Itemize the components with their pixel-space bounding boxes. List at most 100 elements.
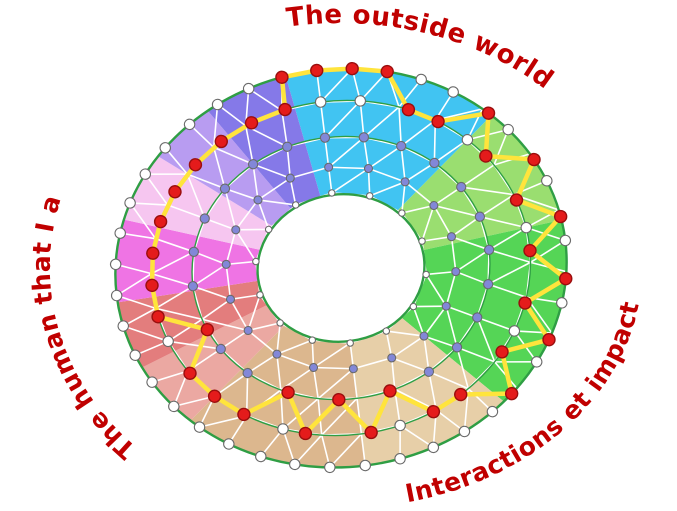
selected-node <box>431 114 445 129</box>
node <box>483 244 495 255</box>
selected-node <box>509 193 524 207</box>
selected-node <box>153 214 168 229</box>
selected-node <box>345 61 359 76</box>
wheel <box>109 61 573 474</box>
selected-node <box>278 102 292 117</box>
node <box>508 325 521 337</box>
node <box>419 331 429 341</box>
selected-node <box>426 405 441 419</box>
node <box>394 452 406 465</box>
selected-node <box>383 384 397 398</box>
node <box>358 132 369 143</box>
selected-node <box>275 70 289 84</box>
node <box>441 301 451 311</box>
node <box>117 320 130 332</box>
selected-node <box>200 322 215 337</box>
node <box>168 400 180 413</box>
node <box>324 461 336 474</box>
node <box>223 438 235 450</box>
node <box>451 267 461 277</box>
selected-node <box>504 386 519 401</box>
selected-node <box>183 366 197 380</box>
node <box>139 168 152 180</box>
node <box>483 279 494 290</box>
nodes <box>109 73 572 474</box>
selected-node <box>479 149 493 163</box>
node <box>256 291 264 299</box>
selected-node <box>401 103 416 117</box>
node <box>277 423 289 435</box>
selected-node <box>146 246 160 260</box>
selected-node <box>281 385 295 400</box>
node <box>396 140 407 152</box>
node <box>461 133 474 146</box>
selected-node <box>244 116 259 130</box>
selected-node <box>527 152 541 167</box>
node <box>415 73 427 86</box>
node <box>559 234 572 247</box>
selected-node <box>332 392 346 407</box>
node <box>243 325 253 336</box>
node <box>183 118 196 131</box>
node <box>231 225 241 235</box>
node <box>427 441 440 454</box>
node <box>429 200 439 211</box>
node <box>346 339 354 347</box>
node <box>456 181 467 193</box>
node <box>211 98 224 111</box>
node <box>199 213 210 224</box>
node <box>472 312 483 323</box>
selected-node <box>237 407 251 422</box>
selected-node <box>207 389 222 403</box>
node <box>409 302 418 311</box>
node <box>394 419 406 432</box>
selected-node <box>495 345 509 359</box>
node <box>215 343 226 355</box>
node <box>423 366 435 377</box>
node <box>308 362 319 373</box>
node <box>247 159 259 170</box>
node <box>486 405 499 418</box>
node <box>400 177 410 187</box>
node <box>159 142 171 154</box>
node <box>114 227 126 239</box>
node <box>365 192 374 200</box>
node <box>285 173 295 183</box>
selected-path <box>145 61 573 441</box>
node <box>319 132 331 143</box>
selected-node <box>145 278 159 293</box>
node <box>253 195 263 205</box>
node <box>429 157 440 169</box>
node <box>124 197 136 209</box>
node <box>291 201 300 209</box>
selected-node <box>380 64 394 79</box>
node <box>252 257 260 266</box>
node <box>242 367 253 379</box>
node <box>308 336 317 344</box>
node <box>110 289 123 302</box>
node <box>363 163 374 174</box>
node <box>530 356 543 368</box>
node <box>458 425 471 438</box>
node <box>276 319 284 327</box>
sector-sky-blue <box>285 68 492 212</box>
node <box>502 123 514 136</box>
node <box>282 141 293 152</box>
selected-node <box>454 387 468 402</box>
node <box>272 349 282 359</box>
node <box>193 421 206 433</box>
node <box>556 297 568 309</box>
selected-node <box>214 134 228 149</box>
node <box>314 96 327 108</box>
node <box>520 221 533 234</box>
selected-node <box>168 185 182 199</box>
selected-node <box>481 106 496 120</box>
selected-node <box>310 63 324 78</box>
node <box>162 335 174 348</box>
node <box>242 82 255 95</box>
selected-node <box>553 209 568 224</box>
node <box>187 281 199 292</box>
node <box>146 376 158 388</box>
